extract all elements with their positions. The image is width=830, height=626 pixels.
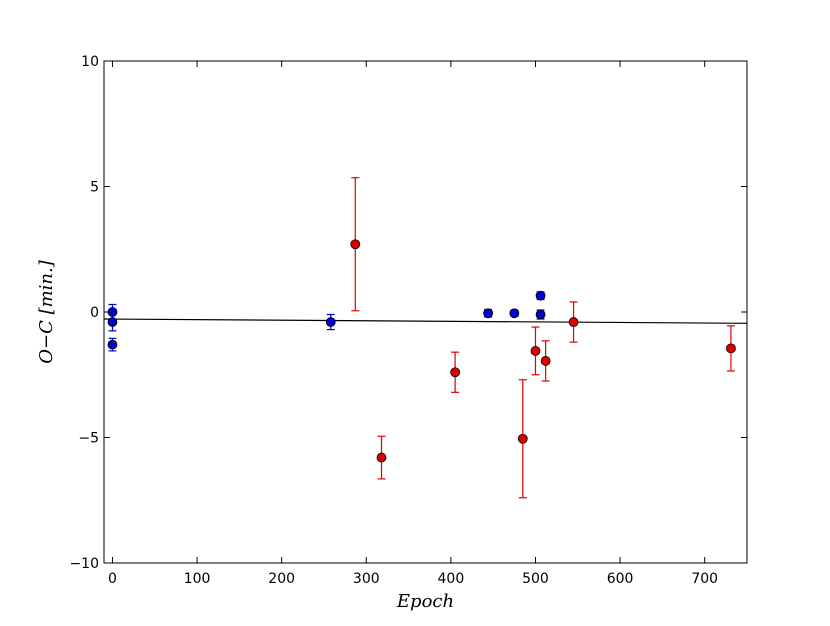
- data-point: [726, 343, 736, 354]
- x-tick-label: 500: [522, 571, 549, 587]
- x-tick-label: 0: [108, 571, 117, 587]
- data-point: [450, 367, 461, 378]
- data-point: [107, 339, 118, 350]
- data-point: [107, 317, 118, 327]
- y-tick-label: 10: [81, 54, 99, 70]
- y-tick-label: 0: [90, 305, 99, 321]
- series-0: [107, 290, 546, 352]
- data-point: [325, 317, 336, 327]
- x-tick-label: 200: [268, 571, 295, 587]
- data-point: [530, 346, 541, 356]
- data-point: [540, 356, 551, 366]
- x-tick-label: 400: [438, 571, 465, 587]
- fit-line: [103, 318, 748, 324]
- y-tick-label: −10: [69, 556, 99, 572]
- y-tick-label: −5: [78, 431, 99, 447]
- data-point: [568, 317, 579, 327]
- series-1: [350, 177, 736, 499]
- x-tick-label: 300: [353, 571, 380, 587]
- data-point: [376, 452, 387, 463]
- plot-layer: [103, 177, 748, 499]
- x-axis-label: Epoch: [396, 591, 454, 612]
- data-point: [483, 308, 494, 319]
- plot-frame: [103, 60, 748, 564]
- data-point: [350, 239, 361, 250]
- x-tick-label: 700: [691, 571, 718, 587]
- data-point: [509, 308, 520, 319]
- tick-layer: 0 100 200 300 400 500 600 700 −10 −5 0 5 10: [69, 54, 747, 587]
- y-axis-label: O−C [min.]: [36, 259, 57, 363]
- y-tick-label: 5: [90, 180, 99, 196]
- data-point: [517, 433, 528, 444]
- x-tick-label: 100: [184, 571, 211, 587]
- data-point: [535, 290, 546, 301]
- data-point: [535, 309, 546, 320]
- x-tick-label: 600: [607, 571, 634, 587]
